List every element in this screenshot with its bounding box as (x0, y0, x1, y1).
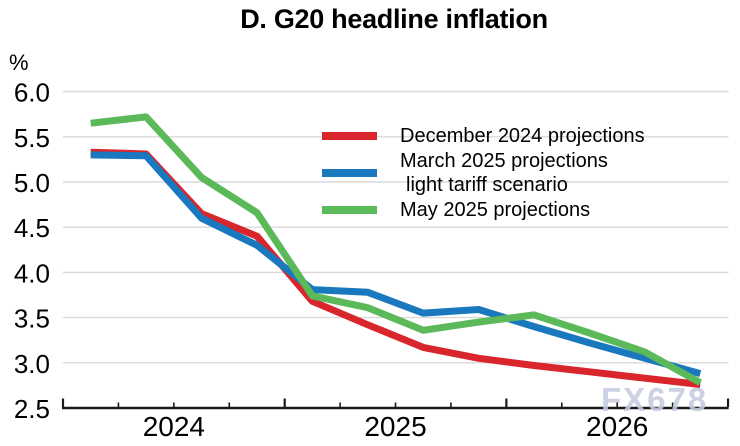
series-line-2 (90, 113, 702, 386)
legend-item-december-2024: December 2024 projections (322, 124, 645, 148)
y-axis-unit-label: % (9, 50, 29, 75)
chart-legend: December 2024 projections March 2025 pro… (322, 124, 645, 223)
legend-swatch-march-2025-icon (322, 169, 377, 177)
legend-swatch-may-2025-icon (322, 206, 377, 214)
y-tick-label-5.0: 5.0 (14, 168, 50, 198)
legend-item-may-2025: May 2025 projections (322, 198, 645, 222)
legend-label-march-2025-line2: light tariff scenario (406, 174, 568, 196)
legend-label-may-2025: May 2025 projections (400, 199, 591, 221)
y-tick-label-4.0: 4.0 (14, 258, 50, 288)
legend-swatch-december-2024-icon (322, 132, 377, 140)
y-tick-label-4.5: 4.5 (14, 213, 50, 243)
y-tick-label-3.5: 3.5 (14, 304, 50, 334)
y-tick-label-3.0: 3.0 (14, 349, 50, 379)
x-year-label-2024: 2024 (143, 411, 205, 442)
legend-item-march-2025: March 2025 projections light tariff scen… (322, 149, 645, 197)
y-tick-label-6.0: 6.0 (14, 78, 50, 108)
legend-label-december-2024: December 2024 projections (400, 125, 645, 147)
legend-label-march-2025: March 2025 projections light tariff scen… (400, 149, 608, 197)
x-year-label-2025: 2025 (364, 411, 426, 442)
y-tick-label-2.5: 2.5 (14, 394, 50, 424)
page-title: D. G20 headline inflation (240, 4, 548, 34)
series-line-1 (90, 151, 702, 377)
fx678-watermark: FX678 (601, 381, 709, 418)
x-year-label-2026: 2026 (586, 411, 648, 442)
y-tick-label-5.5: 5.5 (14, 123, 50, 153)
legend-label-march-2025-line1: March 2025 projections (400, 150, 608, 172)
